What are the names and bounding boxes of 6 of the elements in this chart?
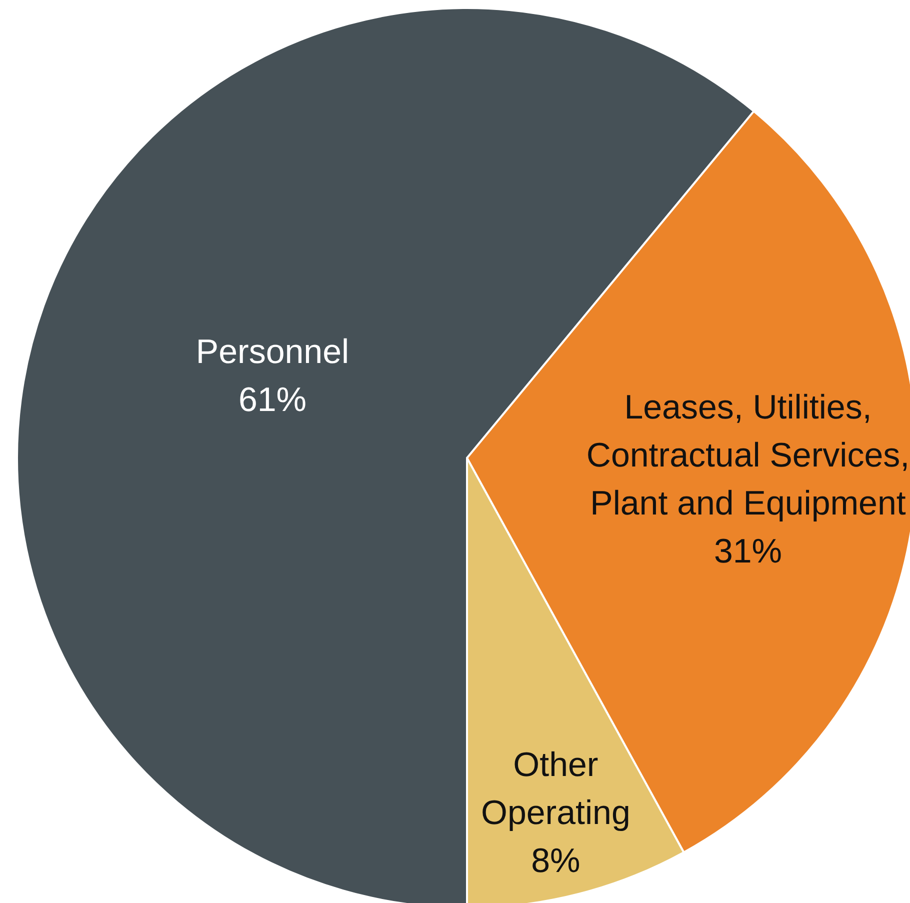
slice-label: Other Operating — [481, 746, 630, 832]
slice-label: Personnel — [196, 332, 350, 371]
data-label: 61% — [238, 380, 307, 419]
data-label: 31% — [714, 532, 782, 570]
data-label: 8% — [531, 842, 580, 880]
slice-label: Leases, Utilities, Contractual Services, Plant and Equipment — [586, 388, 910, 522]
